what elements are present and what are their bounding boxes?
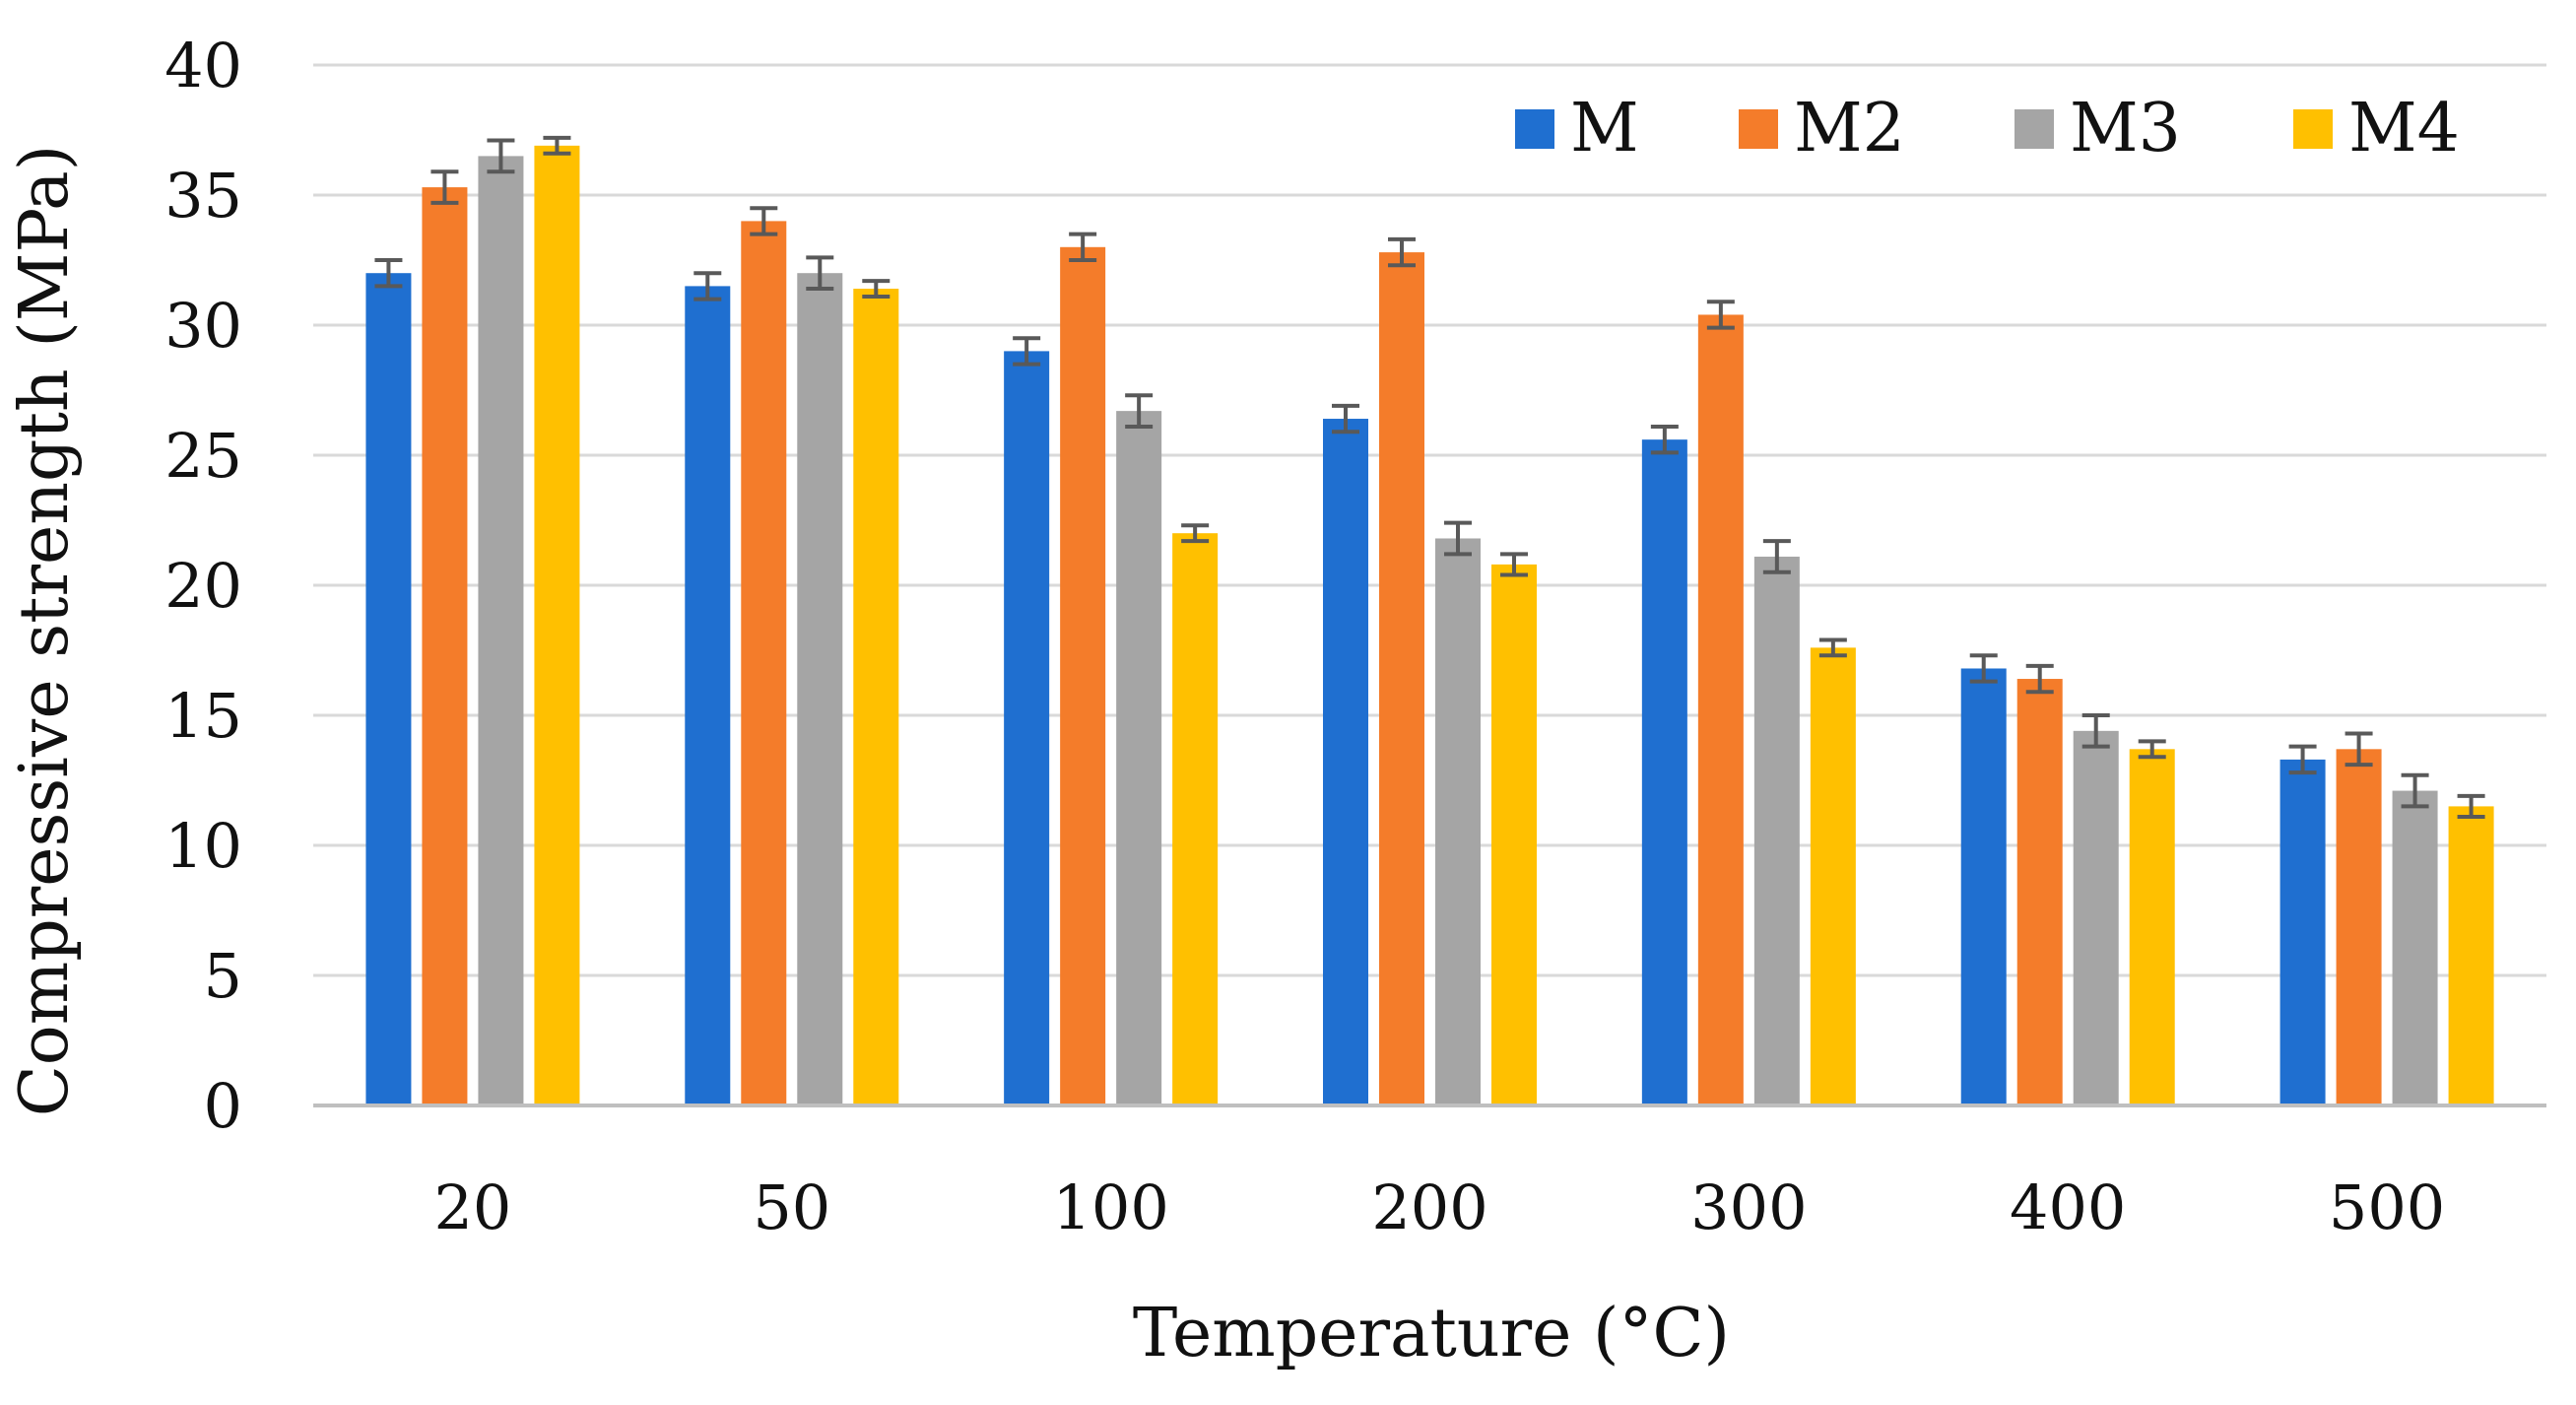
bar-m-300	[1641, 439, 1687, 1105]
error-bar-m3-50	[806, 255, 834, 292]
x-tick-label: 300	[1690, 1171, 1807, 1243]
gridlines	[313, 63, 2546, 977]
legend-swatch	[2015, 109, 2054, 149]
legend-item-m3: M3	[2015, 90, 2181, 167]
bar-m2-20	[422, 187, 468, 1105]
bar-m2-300	[1697, 314, 1744, 1105]
bar-m3-400	[2073, 730, 2119, 1105]
bar-m3-100	[1116, 411, 1162, 1105]
bar-m-100	[1004, 351, 1050, 1105]
x-axis-label: Temperature (°C)	[1133, 1295, 1730, 1372]
x-tick-label: 400	[2010, 1171, 2126, 1243]
error-bar-m3-100	[1125, 393, 1154, 429]
y-tick-label: 15	[165, 680, 242, 752]
y-axis-label: Compressive strength (MPa)	[6, 145, 84, 1117]
bar-m-500	[2279, 759, 2326, 1105]
error-bar-m3-500	[2401, 772, 2429, 809]
bars	[365, 145, 2494, 1106]
bar-m2-100	[1060, 246, 1106, 1106]
legend-swatch	[1739, 109, 1778, 149]
error-bar-m4-200	[1500, 552, 1528, 577]
bar-m-20	[365, 273, 412, 1105]
error-bar-m2-200	[1388, 236, 1416, 268]
bar-m3-200	[1435, 538, 1481, 1105]
x-tick-label: 20	[433, 1171, 511, 1243]
bar-m4-200	[1491, 564, 1537, 1105]
bar-m-400	[1960, 668, 2007, 1105]
error-bar-m4-100	[1181, 523, 1210, 544]
error-bar-m-100	[1013, 336, 1041, 367]
bar-m-50	[685, 286, 731, 1105]
bar-m-200	[1323, 419, 1368, 1105]
error-bar-m-400	[1969, 653, 1998, 684]
error-bar-m2-400	[2025, 663, 2054, 695]
error-bar-m4-20	[543, 135, 571, 156]
y-tick-label: 30	[165, 290, 242, 362]
bar-m4-100	[1172, 533, 1219, 1105]
bar-m2-400	[2016, 679, 2063, 1105]
error-bar-m-500	[2288, 744, 2317, 775]
y-tick-label: 40	[165, 30, 242, 101]
x-tick-label: 100	[1052, 1171, 1168, 1243]
bar-m4-50	[853, 289, 899, 1105]
y-tick-label: 10	[165, 810, 242, 882]
error-bar-m3-200	[1444, 520, 1472, 557]
error-bar-m4-50	[862, 279, 891, 299]
legend-label: M	[1570, 90, 1639, 167]
axes: 0 5 10 15 20 25 30 35 40 20 50 100 200 300 400 500	[165, 30, 2546, 1243]
y-tick-label: 5	[204, 940, 242, 1012]
y-tick-label: 25	[165, 420, 242, 492]
legend-label: M3	[2070, 90, 2181, 167]
error-bar-m2-50	[750, 206, 778, 236]
error-bar-m3-400	[2081, 713, 2110, 749]
legend: M M2 M3 M4	[1515, 90, 2460, 167]
error-bar-m4-300	[1818, 637, 1847, 658]
error-bar-m-300	[1650, 424, 1679, 455]
legend-item-m4: M4	[2293, 90, 2460, 167]
bar-m2-50	[741, 221, 787, 1105]
y-tick-label: 20	[165, 550, 242, 622]
error-bar-m3-20	[487, 138, 515, 174]
bar-m3-300	[1753, 556, 1800, 1105]
error-bar-m2-300	[1706, 300, 1735, 330]
error-bar-m2-100	[1069, 232, 1097, 262]
x-tick-label: 50	[753, 1171, 830, 1243]
legend-item-m: M	[1515, 90, 1639, 167]
error-bar-m3-300	[1762, 539, 1791, 574]
y-tick-label: 35	[165, 160, 242, 232]
bar-m3-500	[2392, 790, 2438, 1105]
error-bar-m4-400	[2138, 739, 2166, 760]
bar-m2-500	[2336, 749, 2382, 1105]
legend-swatch	[2293, 109, 2333, 149]
bar-m4-300	[1810, 647, 1856, 1105]
bar-m2-200	[1379, 252, 1424, 1106]
legend-label: M2	[1794, 90, 1905, 167]
legend-label: M4	[2348, 90, 2460, 167]
legend-item-m2: M2	[1739, 90, 1905, 167]
error-bars	[374, 135, 2485, 819]
error-bar-m-20	[374, 258, 403, 289]
error-bar-m-50	[694, 271, 722, 301]
error-bar-m2-500	[2345, 731, 2373, 768]
bar-m3-50	[797, 273, 843, 1105]
error-bar-m4-500	[2457, 793, 2485, 819]
bar-m3-20	[478, 156, 524, 1105]
y-tick-label: 0	[204, 1070, 242, 1142]
bar-m4-400	[2129, 749, 2175, 1105]
error-bar-m-200	[1332, 403, 1359, 435]
legend-swatch	[1515, 109, 1554, 149]
bar-m4-500	[2448, 806, 2494, 1105]
x-tick-label: 500	[2329, 1171, 2445, 1243]
bar-m4-20	[534, 145, 580, 1106]
x-tick-label: 200	[1371, 1171, 1487, 1243]
error-bar-m2-20	[430, 169, 459, 205]
